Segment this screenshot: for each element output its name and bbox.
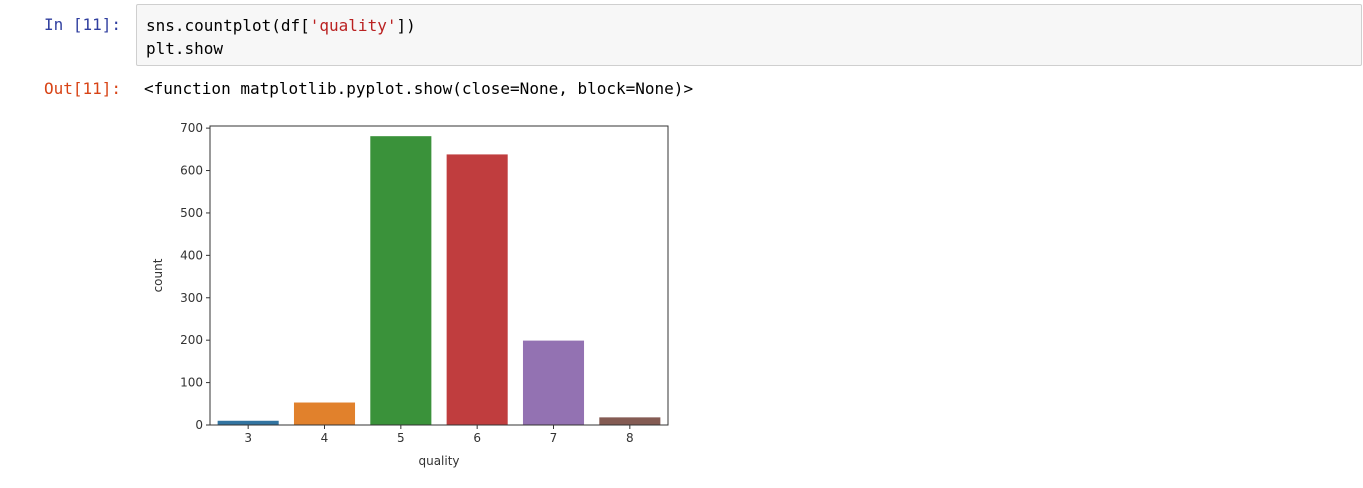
output-text: <function matplotlib.pyplot.show(close=N… [144, 79, 694, 98]
bar-quality-3 [217, 420, 279, 425]
x-tick-label: 4 [321, 431, 329, 445]
y-tick-label: 500 [180, 206, 203, 220]
y-tick-label: 700 [180, 121, 203, 135]
x-tick-label: 7 [550, 431, 558, 445]
y-tick-label: 300 [180, 291, 203, 305]
output-prompt: Out[11]: [44, 79, 122, 98]
y-tick-label: 200 [180, 333, 203, 347]
y-tick-label: 600 [180, 164, 203, 178]
code-token: sns.countplot(df[ [146, 16, 310, 35]
code-cell-input[interactable]: sns.countplot(df['quality']) plt.show [136, 4, 1362, 66]
bar-quality-6 [446, 154, 508, 426]
bar-quality-5 [370, 136, 432, 426]
bar-quality-4 [293, 402, 356, 425]
y-tick-label: 400 [180, 248, 203, 262]
countplot-chart: 0 100 200 300 400 500 600 700 3 4 5 6 7 8 quality count [151, 121, 669, 468]
code-string-token: 'quality' [309, 16, 397, 35]
bar-quality-8 [599, 417, 661, 425]
x-tick-label: 5 [397, 431, 405, 445]
x-tick-label: 6 [473, 431, 481, 445]
code-line-1: sns.countplot(df['quality']) [146, 14, 416, 37]
code-token: ]) [396, 16, 416, 35]
code-line-2: plt.show [146, 39, 224, 58]
y-axis-label: count [151, 258, 165, 292]
x-tick-label: 3 [244, 431, 252, 445]
input-prompt: In [11]: [44, 15, 122, 34]
plot-frame [209, 125, 669, 426]
x-tick-label: 8 [626, 431, 634, 445]
bar-quality-7 [522, 340, 585, 425]
y-tick-label: 0 [195, 418, 203, 432]
x-axis-label: quality [418, 454, 459, 468]
y-tick-label: 100 [180, 376, 203, 390]
